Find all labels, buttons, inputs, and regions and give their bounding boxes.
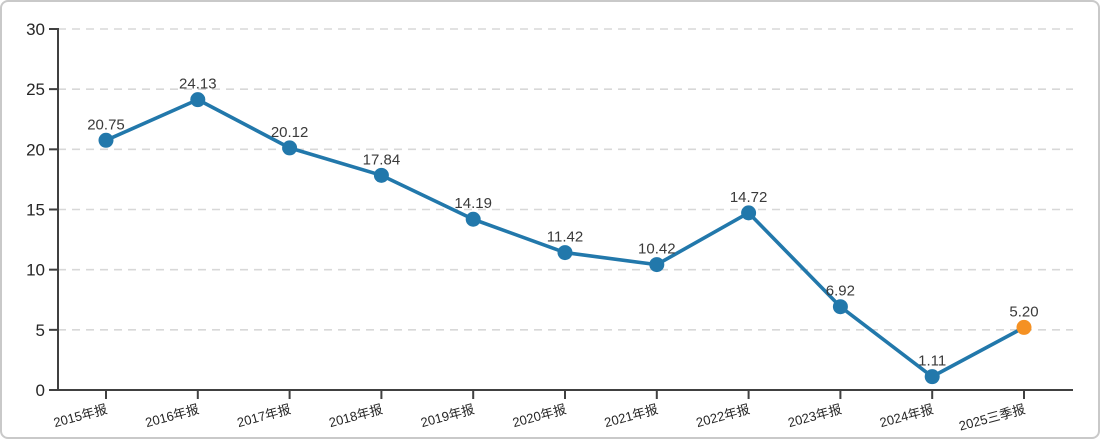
data-point[interactable] xyxy=(98,132,114,148)
y-tick-label: 5 xyxy=(36,321,45,340)
x-tick-label: 2015年报 xyxy=(52,401,109,430)
x-tick-label: 2021年报 xyxy=(603,401,660,430)
data-point[interactable] xyxy=(557,245,573,261)
y-tick-label: 25 xyxy=(26,80,45,99)
data-point[interactable] xyxy=(373,167,389,183)
data-point-label: 1.11 xyxy=(918,353,946,370)
y-tick-label: 20 xyxy=(26,140,45,159)
data-point[interactable] xyxy=(190,92,206,108)
data-point-label: 10.42 xyxy=(638,241,676,258)
x-tick-label: 2019年报 xyxy=(419,401,476,430)
data-point-label: 14.19 xyxy=(454,195,492,212)
x-tick-label: 2020年报 xyxy=(511,401,568,430)
y-tick-label: 10 xyxy=(26,261,45,280)
data-point-label: 14.72 xyxy=(730,189,768,206)
y-tick-label: 15 xyxy=(26,201,45,220)
x-tick-label: 2023年报 xyxy=(786,401,843,430)
data-point-current[interactable] xyxy=(1016,319,1032,335)
data-point-label: 20.75 xyxy=(87,116,125,133)
y-tick-label: 0 xyxy=(36,381,45,400)
data-point[interactable] xyxy=(649,257,665,273)
x-tick-label: 2017年报 xyxy=(235,401,292,430)
data-point-label: 24.13 xyxy=(179,76,217,93)
data-point-label: 20.12 xyxy=(271,124,309,141)
x-tick-label: 2025三季报 xyxy=(957,401,1026,433)
x-tick-label: 2024年报 xyxy=(878,401,935,430)
data-point[interactable] xyxy=(465,211,481,227)
data-point-label: 11.42 xyxy=(547,229,583,246)
data-point-label: 17.84 xyxy=(363,151,401,168)
x-tick-label: 2018年报 xyxy=(327,401,384,430)
x-tick-label: 2016年报 xyxy=(144,401,201,430)
data-point[interactable] xyxy=(924,369,940,385)
data-point[interactable] xyxy=(282,140,298,156)
data-point-label: 5.20 xyxy=(1009,303,1038,320)
x-tick-label: 2022年报 xyxy=(694,401,751,430)
y-tick-label: 30 xyxy=(26,20,45,39)
data-point[interactable] xyxy=(741,205,757,221)
data-point-label: 6.92 xyxy=(826,283,855,300)
data-point[interactable] xyxy=(832,299,848,315)
